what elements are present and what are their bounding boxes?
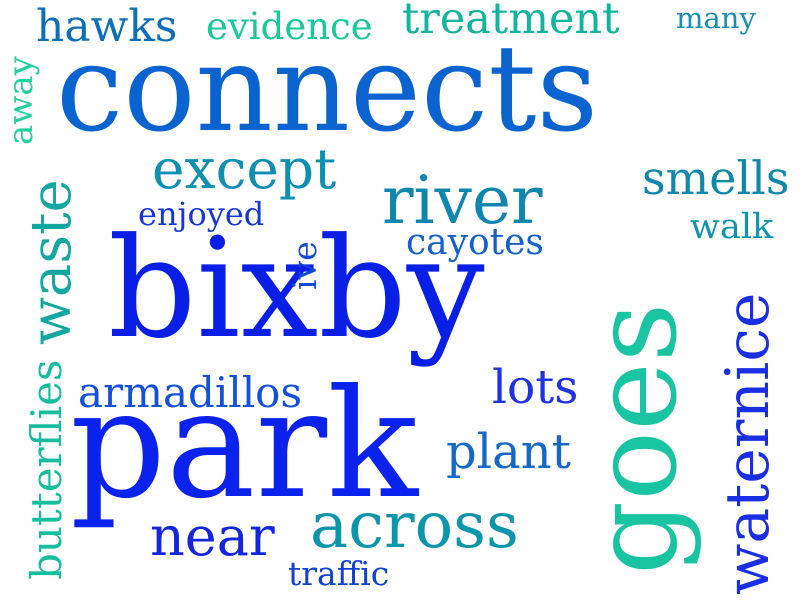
word-enjoyed: enjoyed [138, 195, 265, 233]
word-many: many [676, 1, 756, 35]
word-connects: connects [56, 20, 599, 159]
word-armadillos: armadillos [78, 368, 303, 417]
word-lots: lots [492, 360, 579, 415]
word-waternice: waternice [713, 292, 783, 595]
word-bixby: bixby [108, 208, 485, 369]
word-goes: goes [568, 302, 703, 575]
word-evidence: evidence [206, 5, 373, 48]
word-smells: smells [642, 151, 790, 205]
word-plant: plant [446, 424, 571, 480]
word-river: river [382, 162, 543, 239]
word-waste: waste [19, 179, 84, 345]
word-across: across [310, 489, 519, 563]
word-away: away [1, 56, 41, 145]
word-traffic: traffic [288, 554, 390, 593]
word-hawks: hawks [36, 1, 178, 52]
word-treatment: treatment [402, 0, 620, 44]
word-butterflies: butterflies [22, 359, 71, 580]
word-cayotes: cayotes [406, 222, 544, 263]
word-walk: walk [690, 207, 774, 247]
word-except: except [152, 137, 337, 201]
word-park: park [70, 358, 419, 532]
word-near: near [150, 505, 275, 568]
word-ive: ive [285, 241, 324, 290]
